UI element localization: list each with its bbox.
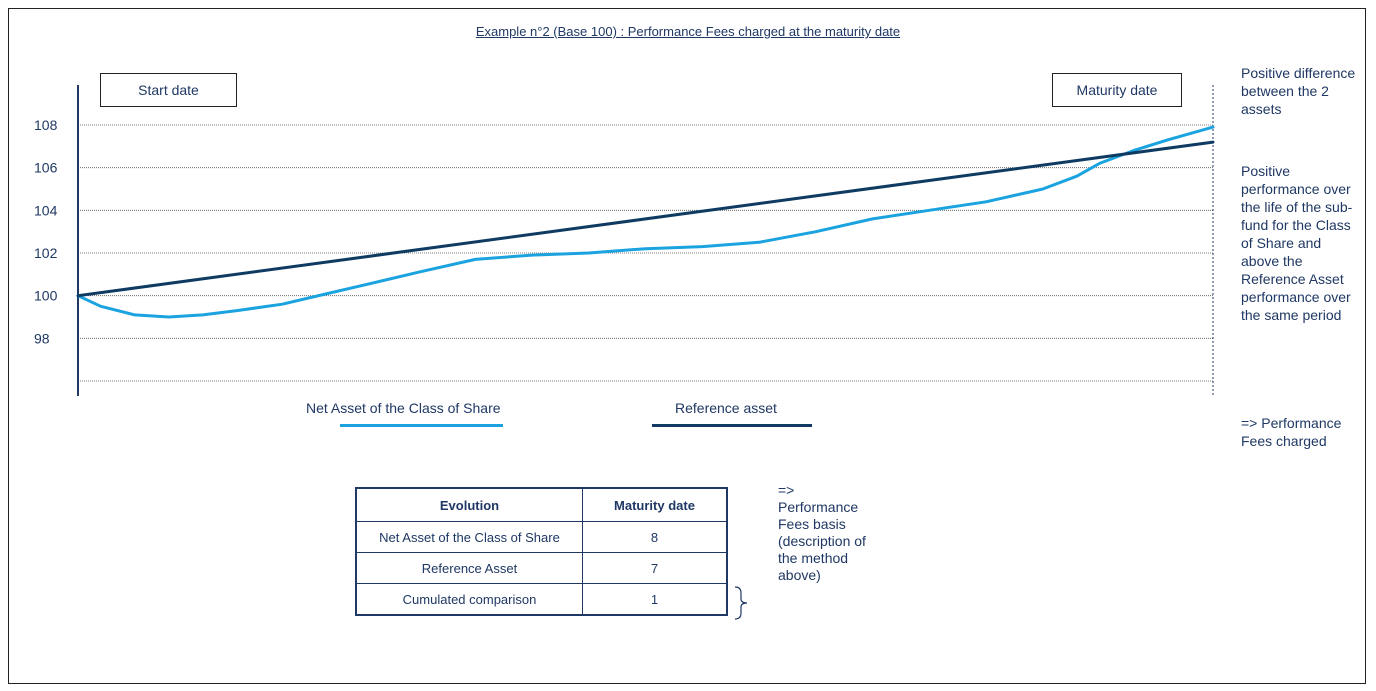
brace-icon <box>734 586 748 620</box>
performance-note: Positive performance over the life of th… <box>1241 163 1353 323</box>
legend-swatch-nav <box>340 424 503 427</box>
series-line-reference <box>76 140 1215 298</box>
y-tick-label: 104 <box>34 202 58 218</box>
legend-label-reference: Reference asset <box>675 400 777 416</box>
table-row: Net Asset of the Class of Share 8 <box>355 521 728 553</box>
table-cell: Reference Asset <box>355 552 583 584</box>
chart-title: Example n°2 (Base 100) : Performance Fee… <box>475 24 901 39</box>
maturity-date-label: Maturity date <box>1052 73 1182 107</box>
start-date-label: Start date <box>100 73 237 107</box>
figure-frame <box>8 8 1366 684</box>
fees-basis-note: => Performance Fees basis (description o… <box>778 482 866 583</box>
fees-charged-note: => Performance Fees charged <box>1241 415 1342 449</box>
y-tick-label: 106 <box>34 160 58 176</box>
legend-label-nav: Net Asset of the Class of Share <box>306 400 501 416</box>
y-tick-label: 108 <box>34 117 58 133</box>
table-cell: Net Asset of the Class of Share <box>355 521 583 553</box>
table-cell: 7 <box>582 552 728 584</box>
table-cell: 8 <box>582 521 728 553</box>
difference-note: Positive difference between the 2 assets <box>1241 65 1356 117</box>
evolution-table: Evolution Maturity date Net Asset of the… <box>355 487 728 616</box>
table-row: Reference Asset 7 <box>355 552 728 584</box>
y-tick-label: 98 <box>34 330 50 346</box>
table-header-row: Evolution Maturity date <box>355 487 728 522</box>
series-line-nav <box>76 125 1215 319</box>
y-tick-label: 102 <box>34 245 58 261</box>
table-header-evolution: Evolution <box>355 487 583 522</box>
table-cell: 1 <box>582 583 728 616</box>
table-header-maturity: Maturity date <box>582 487 728 522</box>
table-cell: Cumulated comparison <box>355 583 583 616</box>
legend-swatch-reference <box>652 424 812 427</box>
y-tick-label: 100 <box>34 288 58 304</box>
table-row: Cumulated comparison 1 <box>355 583 728 616</box>
